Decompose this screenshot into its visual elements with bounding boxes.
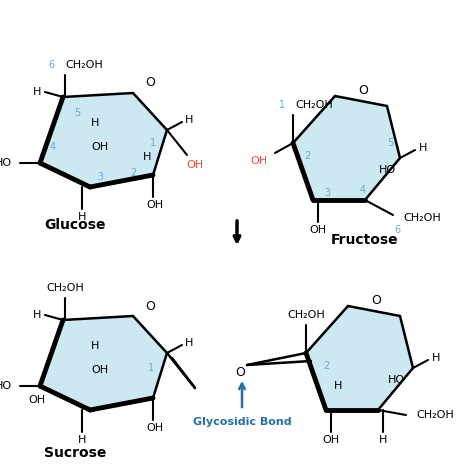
Text: H: H xyxy=(185,115,193,125)
Text: 4: 4 xyxy=(50,142,56,152)
Polygon shape xyxy=(40,93,167,187)
Text: 3: 3 xyxy=(324,188,330,198)
Text: 3: 3 xyxy=(97,172,103,182)
Text: 2: 2 xyxy=(304,151,310,161)
Text: CH₂OH: CH₂OH xyxy=(287,310,325,320)
Polygon shape xyxy=(306,306,413,410)
Text: O: O xyxy=(145,76,155,89)
Text: H: H xyxy=(185,338,193,348)
Text: HO: HO xyxy=(378,165,396,175)
Text: H: H xyxy=(78,212,86,222)
Text: 1: 1 xyxy=(150,138,156,148)
Text: HO: HO xyxy=(387,375,405,385)
Text: O: O xyxy=(235,365,245,379)
Text: CH₂OH: CH₂OH xyxy=(295,100,333,110)
Text: O: O xyxy=(358,83,368,97)
Text: H: H xyxy=(334,381,342,391)
Text: OH: OH xyxy=(91,142,109,152)
Text: H: H xyxy=(91,341,99,351)
Text: Sucrose: Sucrose xyxy=(44,446,106,460)
Text: H: H xyxy=(91,118,99,128)
Text: H: H xyxy=(33,310,41,320)
Text: 2: 2 xyxy=(323,361,329,371)
Text: 1: 1 xyxy=(148,363,154,373)
Text: H: H xyxy=(78,435,86,445)
Text: 5: 5 xyxy=(74,108,80,118)
Text: Glycosidic Bond: Glycosidic Bond xyxy=(193,417,292,427)
Text: 4: 4 xyxy=(360,185,366,195)
Text: Fructose: Fructose xyxy=(331,233,399,247)
Polygon shape xyxy=(293,96,400,200)
Text: CH₂OH: CH₂OH xyxy=(65,60,103,70)
Text: OH: OH xyxy=(28,395,46,405)
Text: 6: 6 xyxy=(394,225,400,235)
Text: H: H xyxy=(419,143,427,153)
Text: OH: OH xyxy=(251,156,268,166)
Text: 2: 2 xyxy=(130,168,136,178)
Text: OH: OH xyxy=(91,365,109,375)
Text: OH: OH xyxy=(146,423,164,433)
Text: OH: OH xyxy=(146,200,164,210)
Text: CH₂OH: CH₂OH xyxy=(403,213,441,223)
Text: 6: 6 xyxy=(49,60,55,70)
Text: HO: HO xyxy=(0,381,12,391)
Text: H: H xyxy=(379,435,387,445)
Text: OH: OH xyxy=(310,225,327,235)
Text: 1: 1 xyxy=(279,100,285,110)
Text: HO: HO xyxy=(0,158,12,168)
Text: OH: OH xyxy=(186,160,203,170)
Text: CH₂OH: CH₂OH xyxy=(46,283,84,293)
Text: H: H xyxy=(143,152,151,162)
Text: CH₂OH: CH₂OH xyxy=(416,410,454,420)
Text: H: H xyxy=(33,87,41,97)
Text: O: O xyxy=(371,293,381,307)
Polygon shape xyxy=(40,316,167,410)
Text: H: H xyxy=(432,353,440,363)
Text: 5: 5 xyxy=(387,138,393,148)
Text: OH: OH xyxy=(322,435,339,445)
Text: Glucose: Glucose xyxy=(44,218,106,232)
Text: O: O xyxy=(145,300,155,312)
